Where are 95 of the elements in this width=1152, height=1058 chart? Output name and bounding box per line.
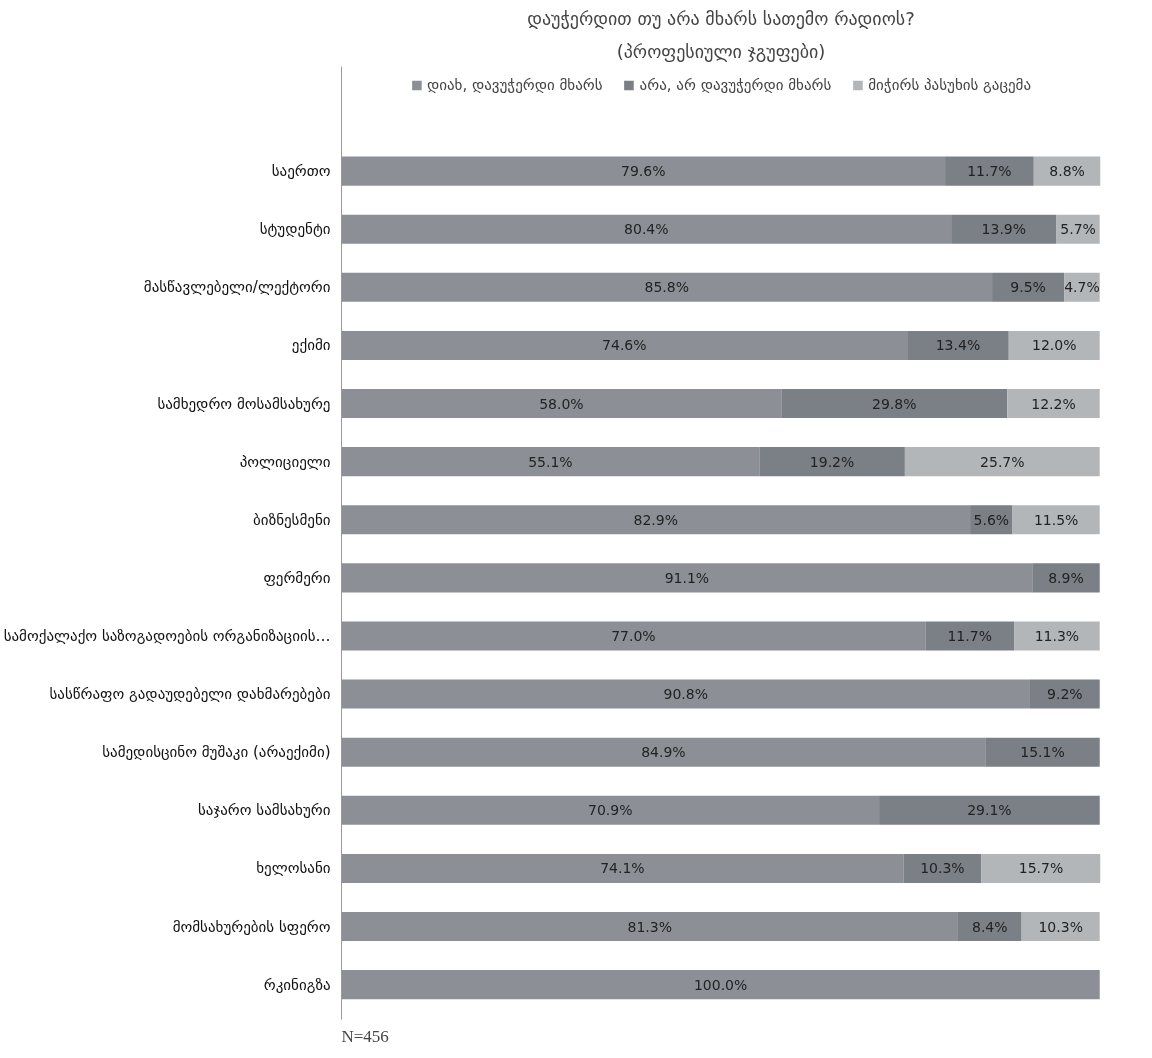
data-label: 70.9% xyxy=(588,802,633,819)
data-label: 81.3% xyxy=(627,918,672,935)
bar xyxy=(341,563,1033,593)
bar xyxy=(341,214,952,244)
legend-label: არა, არ დავუჭერდი მხარს xyxy=(639,76,832,94)
bar xyxy=(903,853,982,883)
bar xyxy=(1012,505,1100,535)
data-label: 90.8% xyxy=(663,686,708,703)
data-label: 8.4% xyxy=(972,918,1008,935)
data-label: 12.2% xyxy=(1031,395,1076,412)
data-label: 85.8% xyxy=(644,279,690,296)
data-label: 29.1% xyxy=(967,802,1012,819)
y-tick-label: პოლიციელი xyxy=(239,452,331,471)
data-label: 74.1% xyxy=(600,860,645,877)
bar xyxy=(341,912,958,942)
bar xyxy=(992,272,1065,302)
y-tick-label: ხელოსანი xyxy=(256,859,331,878)
y-tick-label: სასწრაფო გადაუდებელი დახმარებები xyxy=(49,685,331,704)
bar xyxy=(907,330,1009,360)
data-label: 13.9% xyxy=(981,221,1027,238)
bar xyxy=(341,505,971,535)
data-label: 82.9% xyxy=(633,511,679,528)
data-label: 100.0% xyxy=(693,976,748,993)
y-tick-label: რკინიგზა xyxy=(263,975,331,994)
bar xyxy=(759,447,905,477)
y-tick-label: ბიზნესმენი xyxy=(253,510,331,529)
y-tick-label: საჯარო სამსახური xyxy=(198,801,331,820)
data-label: 8.8% xyxy=(1049,163,1085,180)
text: N=456 xyxy=(341,1026,389,1046)
data-label: 5.7% xyxy=(1060,221,1096,238)
data-label: 13.4% xyxy=(935,337,981,354)
data-label: 10.3% xyxy=(920,860,965,877)
bar xyxy=(925,621,1015,651)
bar xyxy=(341,853,904,883)
bar xyxy=(341,272,993,302)
data-label: 10.3% xyxy=(1038,918,1083,935)
data-label: 5.6% xyxy=(973,511,1010,528)
legend-label: მიჭირს პასუხის გაცემა xyxy=(868,76,1032,94)
bar xyxy=(341,156,946,186)
data-label: 80.4% xyxy=(624,221,669,238)
bar xyxy=(957,912,1022,942)
bar xyxy=(1021,912,1100,942)
data-label: 55.1% xyxy=(528,453,573,470)
bar xyxy=(945,156,1034,186)
chart-title: დაუჭერდით თუ არა მხარს სათემო რადიოს? xyxy=(527,7,915,29)
y-tick-label: სამოქალაქო საზოგადოების ორგანიზაციის… xyxy=(3,626,331,645)
bar xyxy=(341,970,1100,1000)
y-tick-label: მომსახურების სფერო xyxy=(172,917,331,936)
y-tick-label: ექიმი xyxy=(291,336,331,355)
y-tick-label: ფერმერი xyxy=(263,568,331,587)
y-tick-label: სამედისცინო მუშაკი (არაექიმი) xyxy=(102,743,331,762)
legend-label: დიახ, დავუჭერდი მხარს xyxy=(426,76,603,94)
data-label: 79.6% xyxy=(621,163,666,180)
bar xyxy=(781,389,1008,419)
data-label: 91.1% xyxy=(664,569,710,586)
data-label: 15.7% xyxy=(1018,860,1064,877)
data-label: 29.8% xyxy=(872,395,917,412)
bar xyxy=(1014,621,1100,651)
bar xyxy=(341,621,926,651)
bar xyxy=(1008,330,1100,360)
bar xyxy=(1032,563,1100,593)
data-label: 77.0% xyxy=(611,627,656,644)
data-label: 15.1% xyxy=(1020,744,1065,761)
bar xyxy=(341,679,1030,709)
data-label: 11.3% xyxy=(1034,627,1080,644)
y-tick-label: საერთო xyxy=(271,162,331,181)
data-label: 4.7% xyxy=(1064,279,1100,296)
bar xyxy=(341,330,908,360)
bar xyxy=(1007,389,1100,419)
bar xyxy=(341,447,760,477)
data-label: 58.0% xyxy=(539,395,584,412)
chart-subtitle: (პროფესიული ჯგუფები) xyxy=(616,40,826,62)
data-label: 84.9% xyxy=(641,744,686,761)
y-tick-label: სამხედრო მოსამსახურე xyxy=(157,394,331,413)
bar xyxy=(951,214,1057,244)
y-tick-label: მასწავლებელი/ლექტორი xyxy=(143,278,331,297)
data-label: 19.2% xyxy=(809,453,855,470)
bar xyxy=(341,389,782,419)
bar xyxy=(985,737,1100,767)
data-label: 11.7% xyxy=(967,163,1012,180)
data-label: 12.0% xyxy=(1032,337,1077,354)
bar xyxy=(981,853,1101,883)
data-label: 9.2% xyxy=(1047,686,1083,703)
data-label: 74.6% xyxy=(602,337,647,354)
bar xyxy=(1029,679,1100,709)
y-tick-label: სტუდენტი xyxy=(259,220,331,239)
bar xyxy=(341,795,880,825)
data-label: 9.5% xyxy=(1010,279,1046,296)
bar xyxy=(904,447,1100,477)
data-label: 11.5% xyxy=(1033,511,1079,528)
data-label: 11.7% xyxy=(947,627,992,644)
bar xyxy=(341,737,986,767)
data-label: 25.7% xyxy=(980,453,1025,470)
data-label: 8.9% xyxy=(1048,569,1084,586)
bar xyxy=(879,795,1100,825)
